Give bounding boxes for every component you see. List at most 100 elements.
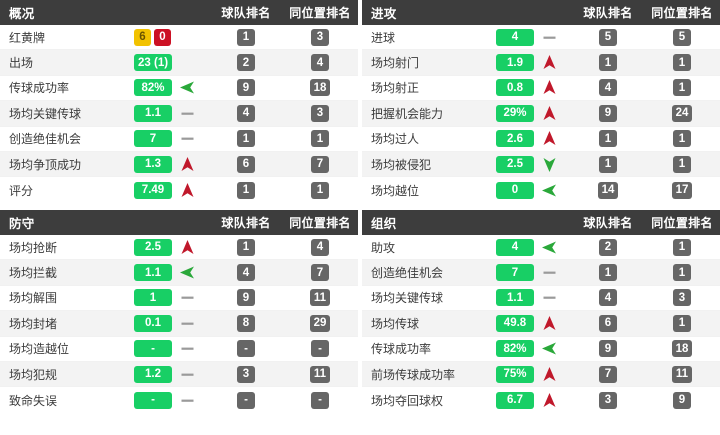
position-rank-cell: 4 xyxy=(282,54,358,72)
table-row[interactable]: 场均抢断 2.5 1 4 xyxy=(0,235,358,261)
stat-value-badge: 0.8 xyxy=(496,79,534,97)
trend-left-icon xyxy=(541,239,557,256)
table-row[interactable]: 创造绝佳机会 7 1 1 xyxy=(362,260,720,286)
team-rank-cell: 7 xyxy=(572,365,644,383)
position-rank-cell: 29 xyxy=(282,314,358,332)
stat-label: 场均争顶成功 xyxy=(9,157,82,172)
table-row[interactable]: 场均争顶成功 1.3 6 7 xyxy=(0,151,358,178)
stat-value-badge: - xyxy=(134,340,172,358)
stat-rows-organization: 助攻 4 2 1 创造绝佳机会 7 1 1 场均关键传球 1.1 4 3 场均传球 49.8 6 1 传球成功率… xyxy=(362,235,720,413)
position-rank-cell: 9 xyxy=(644,391,720,409)
position-rank-badge: 1 xyxy=(673,79,691,97)
stat-value-cell: 1.3 xyxy=(128,155,210,173)
stat-value-cell: 23 (1) xyxy=(128,54,210,72)
team-rank-cell: 4 xyxy=(572,289,644,307)
stat-label: 场均越位 xyxy=(371,183,420,198)
table-row[interactable]: 致命失误 - - - xyxy=(0,387,358,413)
team-rank-badge: - xyxy=(237,340,255,358)
column-header-team-rank: 球队排名 xyxy=(221,216,271,230)
position-rank-badge: 1 xyxy=(673,314,691,332)
trend-down-icon xyxy=(541,156,557,173)
stat-label: 传球成功率 xyxy=(371,342,432,357)
stat-value-cell: - xyxy=(128,391,210,409)
stat-value-badge: 1.1 xyxy=(134,264,172,282)
position-rank-badge: 5 xyxy=(673,28,691,46)
position-rank-cell: 3 xyxy=(644,289,720,307)
position-rank-cell: 11 xyxy=(644,365,720,383)
team-rank-cell: 1 xyxy=(572,264,644,282)
stat-value-badge: - xyxy=(134,391,172,409)
stat-value-cell: 82% xyxy=(128,79,210,97)
table-row[interactable]: 进球 4 5 5 xyxy=(362,25,720,51)
table-row[interactable]: 场均越位 0 14 17 xyxy=(362,177,720,203)
position-rank-badge: 24 xyxy=(671,104,693,122)
trend-flat-icon xyxy=(179,340,195,357)
stat-value-badge: 0 xyxy=(496,181,534,199)
table-row[interactable]: 前场传球成功率 75% 7 11 xyxy=(362,361,720,388)
stat-value-badge: 7 xyxy=(496,264,534,282)
column-header-position-rank: 同位置排名 xyxy=(651,216,713,230)
team-rank-badge: 4 xyxy=(599,289,617,307)
table-row[interactable]: 评分 7.49 1 1 xyxy=(0,177,358,203)
position-rank-cell: 1 xyxy=(282,181,358,199)
table-row[interactable]: 场均拦截 1.1 4 7 xyxy=(0,260,358,286)
stat-value-cell: 1.1 xyxy=(128,264,210,282)
table-row[interactable]: 场均关键传球 1.1 4 3 xyxy=(0,101,358,127)
stat-value-badge: 4 xyxy=(496,238,534,256)
stat-value-cell: 4 xyxy=(490,238,572,256)
position-rank-badge: 9 xyxy=(673,391,691,409)
table-row[interactable]: 传球成功率 82% 9 18 xyxy=(0,75,358,102)
table-row[interactable]: 把握机会能力 29% 9 24 xyxy=(362,101,720,127)
stat-value-badge: 2.5 xyxy=(496,155,534,173)
stat-value-cell: 0.8 xyxy=(490,79,572,97)
team-rank-cell: 5 xyxy=(572,28,644,46)
table-row[interactable]: 创造绝佳机会 7 1 1 xyxy=(0,126,358,152)
team-rank-badge: 9 xyxy=(599,340,617,358)
table-row[interactable]: 场均关键传球 1.1 4 3 xyxy=(362,285,720,312)
stat-label: 前场传球成功率 xyxy=(371,367,456,382)
table-row[interactable]: 场均射正 0.8 4 1 xyxy=(362,75,720,102)
stat-rows-attack: 进球 4 5 5 场均射门 1.9 1 1 场均射正 0.8 4 1 把握机会能力 29% 9 24 场均过人 2… xyxy=(362,25,720,203)
table-row[interactable]: 出场 23 (1) 2 4 xyxy=(0,50,358,76)
trend-up-icon xyxy=(179,239,195,256)
stat-value-cell: 0.1 xyxy=(128,314,210,332)
trend-left-icon xyxy=(179,79,195,96)
table-row[interactable]: 场均射门 1.9 1 1 xyxy=(362,50,720,76)
stat-value-cell: 1.1 xyxy=(490,289,572,307)
team-rank-badge: 4 xyxy=(237,264,255,282)
position-rank-badge: 1 xyxy=(311,130,329,148)
table-row[interactable]: 场均造越位 - - - xyxy=(0,336,358,362)
table-row[interactable]: 场均过人 2.6 1 1 xyxy=(362,126,720,152)
table-row[interactable]: 助攻 4 2 1 xyxy=(362,235,720,261)
stat-value-badge: 82% xyxy=(134,79,172,97)
stat-label: 把握机会能力 xyxy=(371,106,444,121)
team-rank-cell: 1 xyxy=(210,238,282,256)
team-rank-cell: 6 xyxy=(210,155,282,173)
table-row[interactable]: 传球成功率 82% 9 18 xyxy=(362,336,720,362)
position-rank-badge: 18 xyxy=(671,340,693,358)
team-rank-badge: 4 xyxy=(237,104,255,122)
position-rank-cell: 1 xyxy=(644,264,720,282)
position-rank-cell: 18 xyxy=(282,79,358,97)
stat-value-badge: 75% xyxy=(496,365,534,383)
table-row[interactable]: 场均被侵犯 2.5 1 1 xyxy=(362,151,720,178)
table-row[interactable]: 场均封堵 0.1 8 29 xyxy=(0,311,358,337)
stat-value-badge: 82% xyxy=(496,340,534,358)
trend-none-icon xyxy=(179,54,195,71)
position-rank-badge: 1 xyxy=(673,155,691,173)
team-rank-badge: 2 xyxy=(237,54,255,72)
table-row[interactable]: 场均解围 1 9 11 xyxy=(0,285,358,312)
position-rank-cell: 7 xyxy=(282,264,358,282)
table-row[interactable]: 场均传球 49.8 6 1 xyxy=(362,311,720,337)
table-row[interactable]: 场均犯规 1.2 3 11 xyxy=(0,361,358,388)
table-row[interactable]: 场均夺回球权 6.7 3 9 xyxy=(362,387,720,413)
stat-value-badge: 1 xyxy=(134,289,172,307)
position-rank-badge: 7 xyxy=(311,155,329,173)
team-rank-cell: 3 xyxy=(210,365,282,383)
column-header-position-rank: 同位置排名 xyxy=(651,6,713,20)
panel-title: 概况 xyxy=(9,7,35,21)
table-row[interactable]: 红黄牌 6 0 1 3 xyxy=(0,25,358,51)
position-rank-badge: 1 xyxy=(673,130,691,148)
panel-header-attack: 进攻 球队排名 同位置排名 xyxy=(362,0,720,25)
red-card-badge: 0 xyxy=(154,28,171,46)
